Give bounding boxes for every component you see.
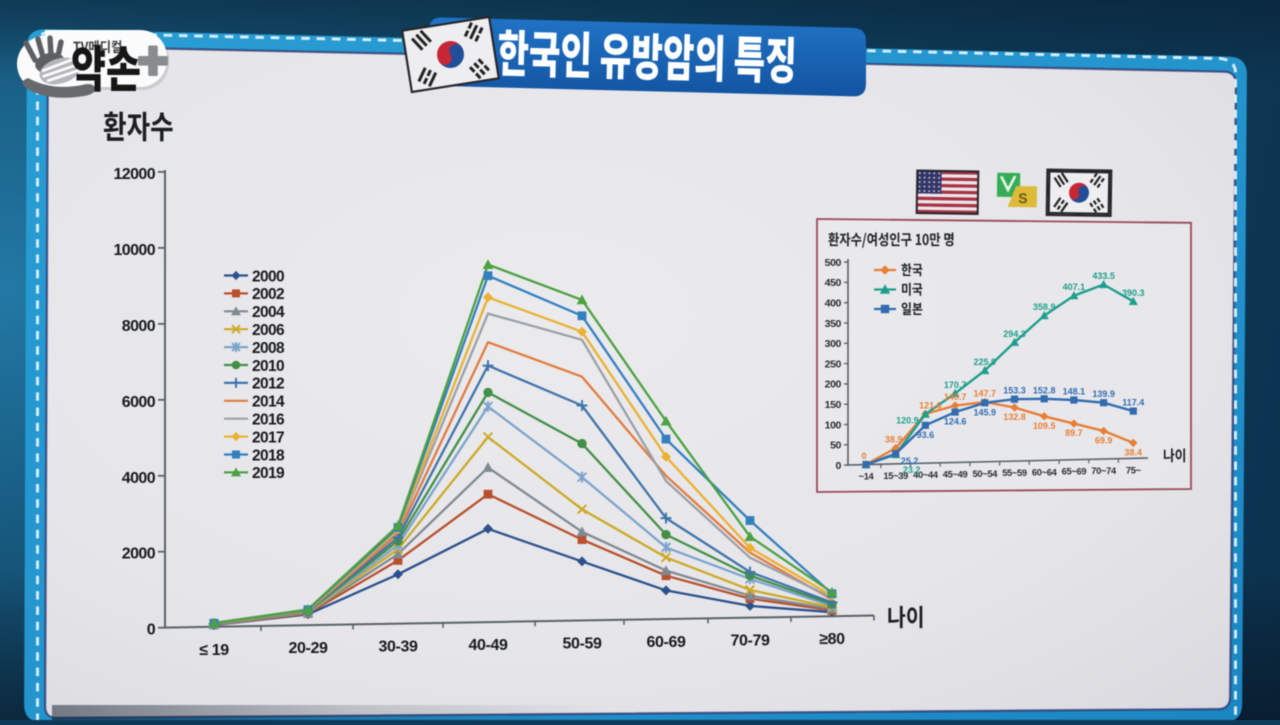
svg-text:≤ 19: ≤ 19 [199, 642, 229, 659]
svg-text:132.8: 132.8 [1003, 412, 1026, 422]
svg-text:15~39: 15~39 [883, 471, 908, 481]
svg-text:40-49: 40-49 [469, 637, 508, 654]
svg-text:2016: 2016 [252, 412, 285, 429]
svg-text:390.3: 390.3 [1122, 288, 1145, 298]
svg-text:38.4: 38.4 [1125, 447, 1143, 457]
svg-text:75~: 75~ [1126, 465, 1142, 475]
svg-text:70-79: 70-79 [731, 633, 770, 650]
svg-text:300: 300 [825, 338, 842, 350]
svg-text:148.1: 148.1 [1063, 387, 1086, 397]
svg-text:40~44: 40~44 [913, 470, 939, 480]
svg-text:120.9: 120.9 [896, 416, 919, 426]
svg-text:2000: 2000 [122, 546, 156, 563]
svg-text:2006: 2006 [252, 322, 285, 339]
svg-text:2018: 2018 [252, 447, 285, 464]
svg-text:38.9: 38.9 [885, 435, 903, 445]
svg-text:2014: 2014 [252, 394, 285, 411]
svg-text:2000: 2000 [252, 268, 284, 285]
svg-text:109.5: 109.5 [1033, 421, 1056, 431]
svg-text:23.2: 23.2 [903, 465, 921, 475]
svg-text:433.5: 433.5 [1092, 271, 1115, 281]
svg-text:152.8: 152.8 [1033, 385, 1056, 395]
svg-text:450: 450 [825, 277, 842, 289]
svg-text:139.9: 139.9 [1092, 389, 1115, 399]
svg-text:6000: 6000 [122, 394, 156, 411]
svg-text:350: 350 [825, 318, 842, 330]
svg-text:140.7: 140.7 [944, 392, 967, 402]
svg-text:0: 0 [147, 622, 156, 639]
svg-text:0: 0 [861, 451, 866, 461]
svg-text:145.9: 145.9 [974, 407, 997, 417]
svg-text:2012: 2012 [252, 376, 284, 393]
svg-text:65~69: 65~69 [1062, 467, 1087, 477]
svg-text:500: 500 [825, 257, 842, 269]
svg-text:8000: 8000 [122, 318, 156, 335]
svg-text:124.6: 124.6 [944, 417, 967, 427]
svg-text:89.7: 89.7 [1065, 428, 1083, 438]
svg-text:69.9: 69.9 [1095, 435, 1113, 445]
svg-text:147.7: 147.7 [974, 389, 997, 399]
svg-text:2019: 2019 [252, 465, 285, 482]
svg-text:70~74: 70~74 [1091, 466, 1117, 476]
svg-text:358.9: 358.9 [1033, 302, 1056, 312]
svg-text:30-39: 30-39 [379, 639, 418, 656]
svg-text:2010: 2010 [252, 358, 284, 375]
svg-text:S: S [1018, 190, 1028, 206]
svg-text:400: 400 [825, 298, 842, 310]
svg-text:~14: ~14 [859, 472, 875, 482]
svg-text:170.7: 170.7 [944, 380, 967, 390]
svg-text:≥80: ≥80 [819, 631, 845, 648]
svg-text:93.6: 93.6 [917, 430, 935, 440]
svg-text:250: 250 [825, 358, 842, 370]
svg-text:60-69: 60-69 [647, 634, 686, 651]
svg-text:2008: 2008 [252, 340, 285, 357]
svg-text:100: 100 [825, 419, 842, 431]
svg-text:12000: 12000 [114, 166, 156, 183]
svg-text:55~59: 55~59 [1002, 468, 1027, 478]
svg-text:60~64: 60~64 [1032, 467, 1058, 477]
svg-text:50-59: 50-59 [563, 636, 602, 653]
svg-text:50: 50 [830, 440, 841, 452]
svg-text:50~54: 50~54 [972, 469, 998, 479]
svg-text:153.3: 153.3 [1003, 386, 1026, 396]
svg-text:2017: 2017 [252, 429, 284, 446]
svg-text:121.6: 121.6 [919, 400, 942, 410]
svg-text:25.2: 25.2 [901, 456, 919, 466]
svg-text:20-29: 20-29 [289, 640, 328, 657]
svg-text:150: 150 [825, 399, 842, 411]
svg-text:10000: 10000 [114, 242, 156, 259]
svg-text:200: 200 [825, 379, 842, 391]
svg-text:117.4: 117.4 [1122, 398, 1144, 408]
svg-text:0: 0 [836, 460, 842, 472]
svg-text:225.9: 225.9 [974, 357, 997, 367]
svg-text:45~49: 45~49 [943, 470, 968, 480]
svg-text:4000: 4000 [122, 470, 156, 487]
svg-text:407.1: 407.1 [1063, 282, 1086, 292]
svg-text:294.3: 294.3 [1003, 329, 1026, 339]
svg-text:2004: 2004 [252, 304, 285, 321]
svg-text:2002: 2002 [252, 286, 284, 303]
